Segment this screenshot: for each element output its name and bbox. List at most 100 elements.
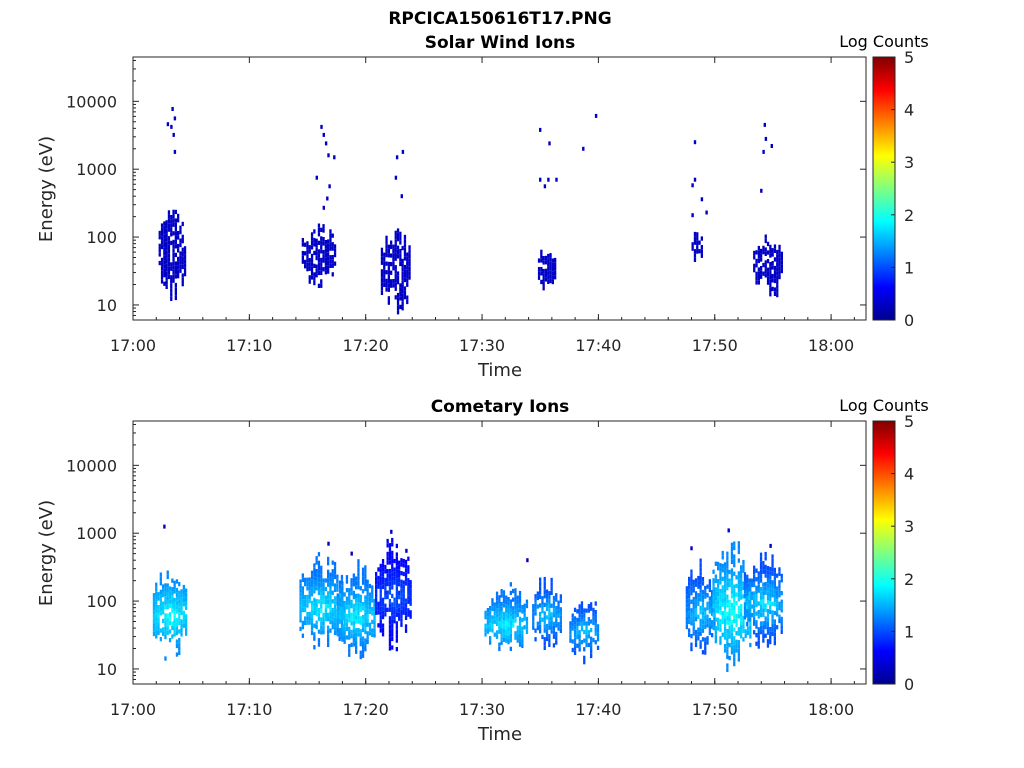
data-cell	[694, 612, 698, 617]
data-cell	[525, 599, 529, 604]
data-cell	[735, 613, 738, 619]
data-cell	[688, 594, 691, 599]
data-cell	[317, 552, 321, 557]
data-cell	[379, 624, 382, 629]
data-cell	[172, 218, 175, 223]
data-cell	[776, 599, 779, 604]
data-cell	[180, 610, 183, 615]
data-cell	[385, 287, 388, 292]
data-cell	[717, 591, 720, 597]
data-cell	[348, 596, 351, 601]
data-cell	[733, 554, 736, 559]
data-cell	[550, 582, 553, 587]
data-cell	[375, 576, 378, 581]
data-cell	[755, 641, 758, 646]
data-cell	[744, 629, 747, 634]
data-cell	[502, 620, 506, 625]
data-point	[547, 177, 550, 182]
data-cell	[301, 586, 304, 591]
data-cell	[178, 607, 181, 613]
data-cell	[175, 579, 179, 584]
data-cell	[352, 633, 355, 638]
data-cell	[755, 250, 758, 255]
data-cell	[168, 638, 172, 643]
data-cell	[706, 606, 709, 611]
data-cell	[769, 627, 772, 632]
data-cell	[500, 619, 503, 624]
data-cell	[746, 626, 750, 631]
data-cell	[322, 258, 325, 263]
data-cell	[159, 598, 162, 603]
data-cell	[329, 619, 332, 625]
data-cell	[737, 545, 740, 550]
data-cell	[395, 647, 398, 652]
data-cell	[542, 256, 545, 261]
data-cell	[381, 584, 385, 590]
data-cell	[771, 567, 774, 572]
data-cell	[306, 599, 309, 604]
data-cell	[773, 636, 776, 641]
data-cell	[516, 625, 519, 630]
data-cell	[310, 275, 314, 280]
data-cell	[688, 628, 691, 633]
data-cell	[345, 600, 349, 606]
data-cell	[322, 621, 325, 626]
data-cell	[364, 629, 367, 635]
data-cell	[407, 569, 410, 574]
data-cell	[313, 576, 316, 581]
data-cell	[179, 238, 182, 243]
data-cell	[308, 616, 311, 621]
data-cell	[348, 592, 351, 597]
data-cell	[364, 582, 367, 587]
data-cell	[594, 618, 597, 623]
data-cell	[170, 232, 173, 237]
data-cell	[740, 586, 743, 592]
data-cell	[170, 279, 173, 284]
cometary-ylabel: Energy (eV)	[36, 500, 57, 606]
data-cell	[313, 606, 316, 611]
data-cell	[395, 582, 398, 587]
data-point	[691, 213, 694, 218]
data-cell	[301, 590, 304, 595]
data-cell	[320, 244, 323, 250]
data-cell	[177, 265, 180, 270]
data-cell	[552, 621, 556, 626]
data-cell	[324, 270, 327, 275]
data-cell	[313, 242, 316, 247]
data-cell	[571, 639, 574, 644]
data-cell	[317, 569, 321, 574]
data-cell	[409, 580, 412, 585]
data-cell	[336, 632, 339, 637]
data-cell	[324, 617, 327, 622]
data-cell	[769, 609, 772, 615]
data-cell	[384, 603, 387, 608]
data-cell	[181, 234, 184, 239]
data-cell	[324, 586, 327, 592]
data-cell	[168, 595, 172, 600]
data-cell	[721, 619, 724, 624]
colorbar-tick-label: 4	[904, 465, 914, 484]
data-cell	[170, 296, 173, 301]
data-cell	[317, 638, 321, 643]
data-cell	[401, 306, 404, 311]
data-cell	[404, 577, 408, 582]
data-cell	[694, 591, 698, 596]
data-cell	[185, 614, 188, 619]
data-cell	[592, 607, 595, 613]
data-cell	[175, 652, 179, 657]
data-cell	[505, 629, 508, 635]
data-cell	[766, 630, 770, 635]
data-cell	[390, 262, 393, 267]
data-cell	[340, 574, 344, 580]
data-cell	[152, 631, 156, 637]
y-tick-label: 10	[97, 296, 117, 315]
data-cell	[401, 288, 404, 294]
data-point	[705, 210, 708, 215]
data-cell	[364, 625, 367, 630]
data-cell	[713, 617, 716, 622]
data-cell	[507, 631, 510, 636]
data-cell	[719, 588, 722, 594]
data-cell	[721, 615, 724, 620]
data-cell	[324, 599, 327, 605]
data-cell	[375, 610, 378, 615]
